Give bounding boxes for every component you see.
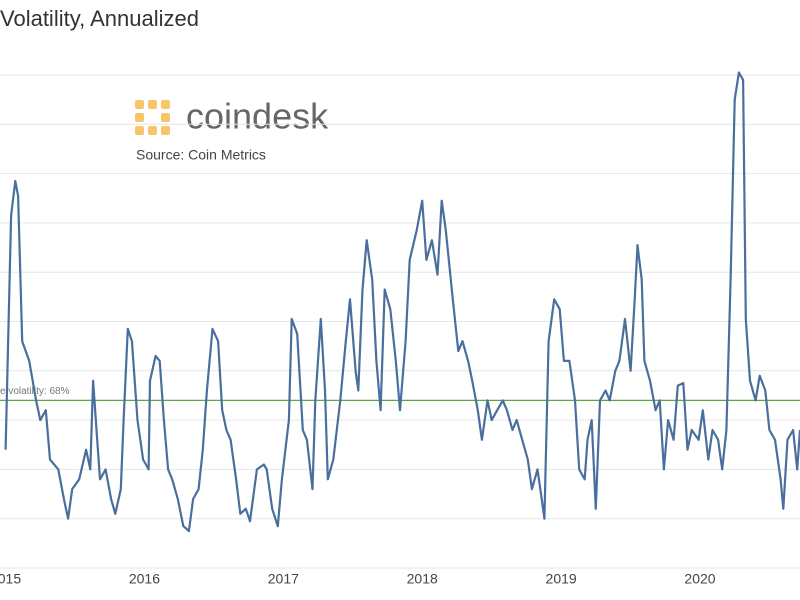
x-tick-label: 2019 [546,571,577,587]
chart-title: Volatility, Annualized [0,6,199,31]
line [4,71,800,533]
x-tick-label: 2015 [0,571,21,587]
logo-text: coindesk [186,96,329,137]
source: Source: Coin Metrics [136,147,266,163]
x-tick-label: 2017 [268,571,299,587]
x-tick-label: 2016 [129,571,160,587]
x-tick-label: 2020 [684,571,715,587]
logo-icon [135,100,170,135]
x-tick-label: 2018 [407,571,438,587]
